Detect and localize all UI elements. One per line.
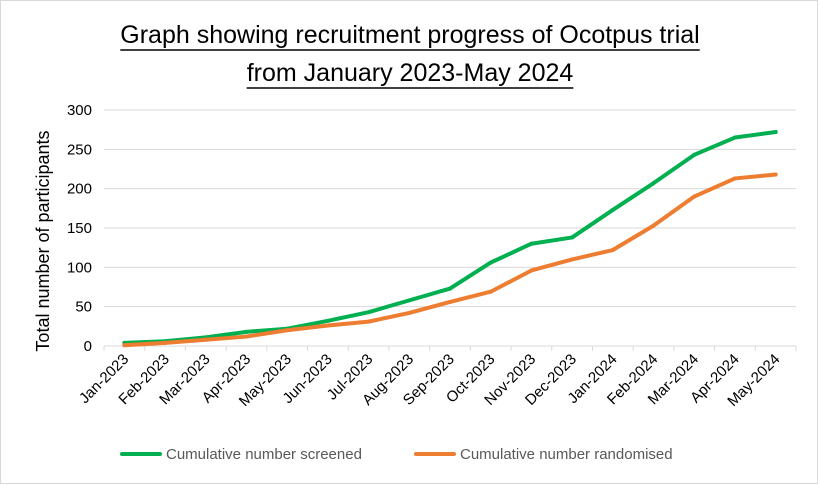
series-line: [122, 172, 778, 348]
y-tick-label: 200: [67, 181, 92, 198]
legend-item-2: Cumulative number randomised: [414, 446, 673, 463]
data-point: [203, 337, 208, 342]
series-2: [122, 172, 778, 348]
legend-label: Cumulative number randomised: [460, 446, 673, 463]
data-point: [692, 194, 697, 199]
data-point: [610, 248, 615, 253]
data-point: [448, 299, 452, 304]
x-axis-tick-labels: Jan-2023Feb-2023Mar-2023Apr-2023May-2023…: [76, 351, 784, 410]
data-point: [325, 323, 330, 328]
y-tick-label: 300: [67, 102, 92, 119]
data-point: [122, 343, 127, 348]
y-tick-label: 50: [75, 299, 92, 316]
y-tick-label: 0: [84, 338, 92, 355]
y-axis-title: Total number of participants: [33, 130, 53, 351]
data-point: [244, 334, 249, 339]
data-point: [448, 286, 452, 291]
y-tick-label: 250: [67, 141, 92, 158]
data-point: [692, 152, 697, 157]
data-point: [366, 319, 371, 324]
chart-title-line-1: Graph showing recruitment progress of Oc…: [120, 21, 699, 49]
chart-title: Graph showing recruitment progress of Oc…: [120, 21, 700, 89]
data-point: [325, 318, 330, 323]
data-point: [285, 328, 290, 333]
data-point: [407, 298, 412, 303]
chart-title-line-2: from January 2023-May 2024: [247, 59, 574, 87]
data-point: [366, 310, 371, 315]
data-point: [163, 340, 168, 345]
data-point: [651, 223, 656, 228]
series-line: [122, 130, 778, 345]
legend-item-1: Cumulative number screened: [120, 446, 362, 463]
data-point: [407, 310, 412, 315]
data-point: [529, 241, 534, 246]
y-tick-label: 100: [67, 259, 92, 276]
data-point: [773, 172, 778, 177]
legend: Cumulative number screened Cumulative num…: [120, 446, 673, 463]
data-point: [529, 268, 534, 273]
data-point: [610, 207, 615, 212]
y-axis-tick-labels: 0 50 100 150 200 250 300: [67, 102, 92, 355]
series-1: [122, 130, 778, 345]
data-point: [570, 257, 575, 262]
data-point: [732, 135, 737, 140]
data-point: [488, 289, 493, 294]
data-point: [651, 181, 656, 186]
data-point: [244, 329, 249, 334]
data-series: [122, 130, 778, 348]
legend-label: Cumulative number screened: [166, 446, 362, 463]
data-point: [570, 235, 575, 240]
data-point: [773, 130, 778, 135]
gridlines: [103, 109, 797, 351]
data-point: [488, 260, 493, 265]
data-point: [732, 176, 737, 181]
y-tick-label: 150: [67, 220, 92, 237]
